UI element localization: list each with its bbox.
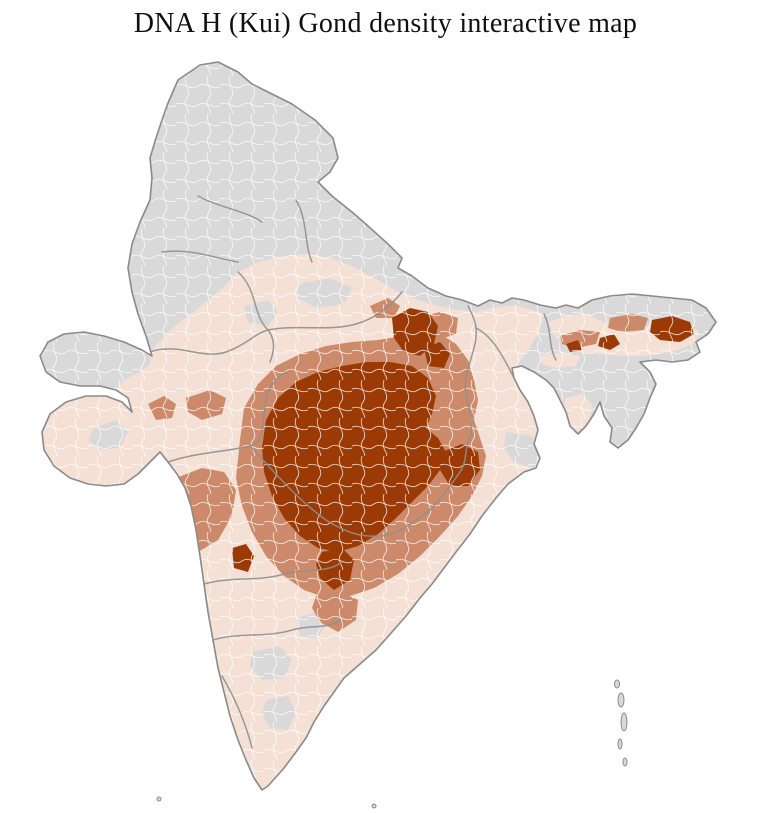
page-title: DNA H (Kui) Gond density interactive map — [133, 8, 638, 39]
minor-islands[interactable] — [156, 796, 377, 809]
andaman-nicobar-islands[interactable] — [614, 679, 628, 767]
low-density-tripura[interactable] — [562, 394, 592, 432]
